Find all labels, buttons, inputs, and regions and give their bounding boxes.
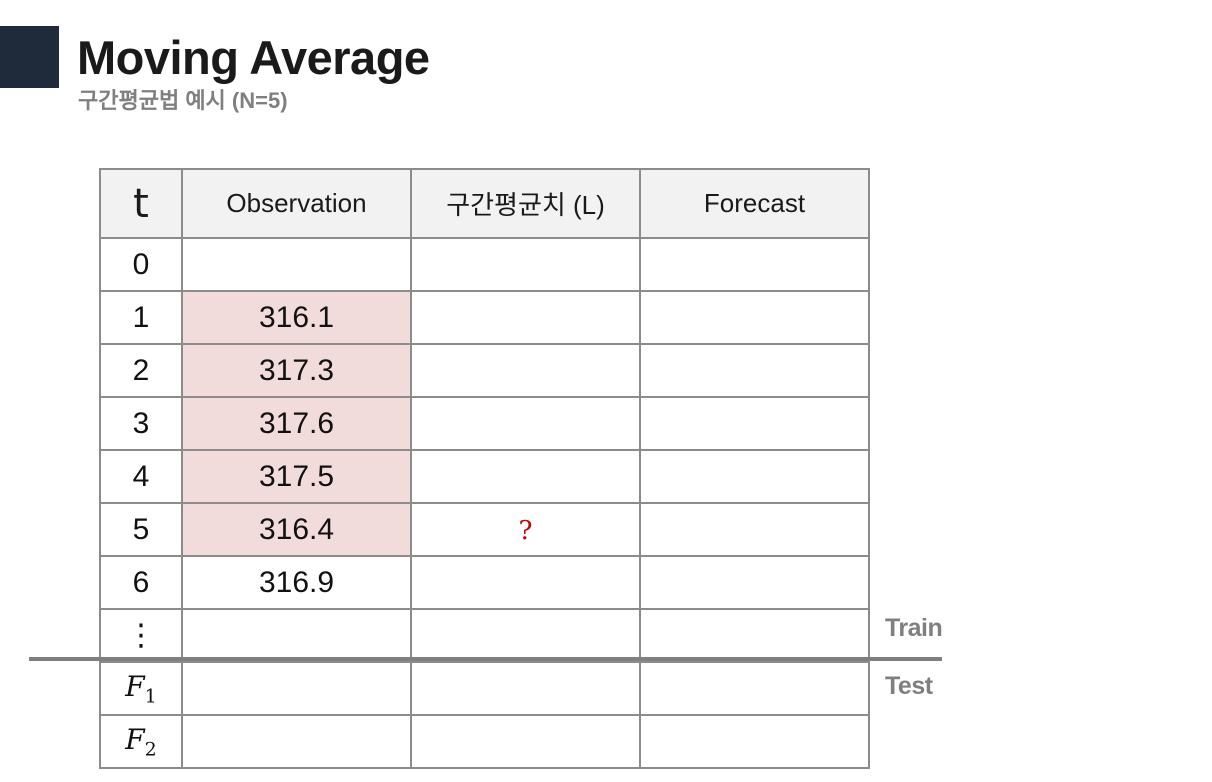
t-cell: 4 — [99, 449, 183, 504]
forecast-cell — [639, 555, 870, 610]
column-header-observation: Observation — [181, 168, 412, 239]
level-cell-question: ? — [410, 502, 641, 557]
t-cell: 5 — [99, 502, 183, 557]
observation-cell — [181, 237, 412, 292]
forecast-row: F2 — [99, 714, 870, 769]
table-row: 5 316.4 ? — [99, 502, 870, 557]
level-cell — [410, 237, 641, 292]
test-label: Test — [885, 672, 933, 700]
t-cell: 0 — [99, 237, 183, 292]
forecast-subscript: 1 — [144, 685, 157, 708]
forecast-cell — [639, 714, 870, 769]
question-mark: ? — [518, 515, 533, 546]
forecast-cell — [639, 343, 870, 398]
train-label: Train — [885, 614, 943, 642]
forecast-cell — [639, 449, 870, 504]
table-row: 6 316.9 — [99, 555, 870, 610]
forecast-cell — [639, 502, 870, 557]
level-cell — [410, 290, 641, 345]
moving-average-table: t Observation 구간평균치 (L) Forecast 0 1 316… — [99, 168, 870, 769]
observation-cell: 316.9 — [181, 555, 412, 610]
level-cell — [410, 449, 641, 504]
forecast-cell — [639, 608, 870, 663]
observation-cell — [181, 608, 412, 663]
t-cell-ellipsis: ⋮ — [99, 608, 183, 663]
table-header-row: t Observation 구간평균치 (L) Forecast — [99, 168, 870, 239]
table-row: 4 317.5 — [99, 449, 870, 504]
forecast-cell — [639, 237, 870, 292]
forecast-label: F — [125, 722, 145, 756]
page-title: Moving Average — [77, 31, 430, 84]
t-cell: 1 — [99, 290, 183, 345]
table-row: ⋮ — [99, 608, 870, 663]
level-cell — [410, 343, 641, 398]
level-cell — [410, 714, 641, 769]
column-header-level: 구간평균치 (L) — [410, 168, 641, 239]
observation-cell: 317.6 — [181, 396, 412, 451]
observation-cell: 316.4 — [181, 502, 412, 557]
table-row: 0 — [99, 237, 870, 292]
forecast-cell — [639, 290, 870, 345]
table-row: 3 317.6 — [99, 396, 870, 451]
column-header-forecast: Forecast — [639, 168, 870, 239]
title-accent-block — [0, 26, 59, 88]
observation-cell — [181, 714, 412, 769]
forecast-subscript: 2 — [144, 738, 157, 761]
level-cell — [410, 608, 641, 663]
t-cell: 2 — [99, 343, 183, 398]
observation-cell: 317.3 — [181, 343, 412, 398]
forecast-label-cell: F1 — [99, 661, 183, 716]
level-cell — [410, 396, 641, 451]
observation-cell — [181, 661, 412, 716]
observation-cell: 316.1 — [181, 290, 412, 345]
column-header-t: t — [99, 168, 183, 239]
forecast-label-cell: F2 — [99, 714, 183, 769]
observation-cell: 317.5 — [181, 449, 412, 504]
table-row: 1 316.1 — [99, 290, 870, 345]
t-cell: 3 — [99, 396, 183, 451]
forecast-cell — [639, 396, 870, 451]
table-row: 2 317.3 — [99, 343, 870, 398]
level-cell — [410, 555, 641, 610]
t-cell: 6 — [99, 555, 183, 610]
forecast-label: F — [125, 669, 145, 703]
train-test-divider — [29, 657, 942, 661]
level-cell — [410, 661, 641, 716]
page-subtitle: 구간평균법 예시 (N=5) — [78, 88, 288, 113]
forecast-row: F1 — [99, 661, 870, 716]
forecast-cell — [639, 661, 870, 716]
